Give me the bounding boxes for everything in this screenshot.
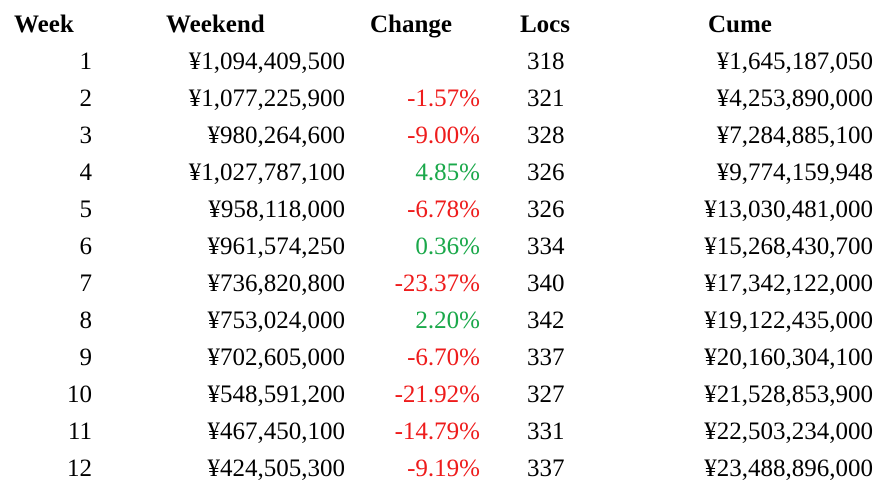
locations-cell: 331 [527,418,565,445]
change-percent-cell: -9.19% [407,455,480,482]
table-row: 4 ¥1,027,787,100 4.85% 326 ¥9,774,159,948 [0,154,895,191]
table-row: 7 ¥736,820,800 -23.37% 340 ¥17,342,122,000 [0,265,895,302]
cumulative-gross-cell: ¥17,342,122,000 [704,270,873,297]
change-percent-cell: 0.36% [415,233,480,260]
cumulative-gross-cell: ¥1,645,187,050 [716,48,873,75]
weekend-gross-cell: ¥753,024,000 [207,307,346,334]
week-cell: 5 [79,196,93,223]
weekend-gross-cell: ¥548,591,200 [207,381,346,408]
weekend-gross-cell: ¥702,605,000 [207,344,346,371]
change-percent-cell: -9.00% [407,122,480,149]
table-row: 2 ¥1,077,225,900 -1.57% 321 ¥4,253,890,000 [0,80,895,117]
cumulative-gross-cell: ¥4,253,890,000 [716,85,873,112]
weekend-gross-cell: ¥958,118,000 [208,196,345,223]
week-cell: 10 [67,381,92,408]
table-row: 10 ¥548,591,200 -21.92% 327 ¥21,528,853,900 [0,376,895,413]
week-cell: 11 [67,418,92,445]
weekend-gross-cell: ¥980,264,600 [207,122,346,149]
locations-cell: 321 [527,85,565,112]
table-header-row: Week Weekend Change Locs Cume [0,6,895,43]
change-percent-cell: -14.79% [394,418,480,445]
header-weekend: Weekend [166,11,265,38]
change-percent-cell: 2.20% [415,307,480,334]
weekend-gross-cell: ¥961,574,250 [207,233,346,260]
cumulative-gross-cell: ¥20,160,304,100 [704,344,873,371]
table-row: 9 ¥702,605,000 -6.70% 337 ¥20,160,304,100 [0,339,895,376]
table-row: 1 ¥1,094,409,500 318 ¥1,645,187,050 [0,43,895,80]
weekend-gross-cell: ¥1,094,409,500 [188,48,345,75]
change-percent-cell: -6.78% [407,196,480,223]
locations-cell: 337 [527,344,565,371]
locations-cell: 340 [527,270,565,297]
locations-cell: 328 [527,122,565,149]
cumulative-gross-cell: ¥22,503,234,000 [704,418,873,445]
week-cell: 2 [79,85,93,112]
header-week: Week [14,11,74,38]
locations-cell: 337 [527,455,565,482]
header-change: Change [370,11,452,38]
change-percent-cell: 4.85% [415,159,480,186]
week-cell: 12 [67,455,92,482]
week-cell: 8 [79,307,93,334]
locations-cell: 342 [527,307,565,334]
change-percent-cell [370,43,480,80]
table-row: 6 ¥961,574,250 0.36% 334 ¥15,268,430,700 [0,228,895,265]
weekend-gross-cell: ¥736,820,800 [207,270,346,297]
cumulative-gross-cell: ¥13,030,481,000 [704,196,873,223]
week-cell: 7 [79,270,93,297]
week-cell: 3 [79,122,93,149]
locations-cell: 326 [527,159,565,186]
table-row: 12 ¥424,505,300 -9.19% 337 ¥23,488,896,000 [0,450,895,487]
change-percent-cell: -21.92% [394,381,480,408]
locations-cell: 327 [527,381,565,408]
weekend-gross-cell: ¥1,077,225,900 [188,85,345,112]
weekend-gross-cell: ¥467,450,100 [207,418,346,445]
week-cell: 4 [79,159,93,186]
week-cell: 9 [79,344,93,371]
locations-cell: 318 [527,48,565,75]
table-row: 5 ¥958,118,000 -6.78% 326 ¥13,030,481,000 [0,191,895,228]
change-percent-cell: -1.57% [407,85,480,112]
weekend-gross-cell: ¥424,505,300 [207,455,346,482]
locations-cell: 334 [527,233,565,260]
table-row: 8 ¥753,024,000 2.20% 342 ¥19,122,435,000 [0,302,895,339]
change-percent-cell: -6.70% [407,344,480,371]
locations-cell: 326 [527,196,565,223]
header-cume: Cume [708,11,772,38]
weekend-gross-cell: ¥1,027,787,100 [188,159,345,186]
cumulative-gross-cell: ¥23,488,896,000 [704,455,873,482]
change-percent-cell: -23.37% [394,270,480,297]
table-row: 11 ¥467,450,100 -14.79% 331 ¥22,503,234,000 [0,413,895,450]
cumulative-gross-cell: ¥19,122,435,000 [704,307,873,334]
cumulative-gross-cell: ¥21,528,853,900 [704,381,873,408]
cumulative-gross-cell: ¥15,268,430,700 [704,233,873,260]
cumulative-gross-cell: ¥9,774,159,948 [716,159,873,186]
header-locs: Locs [520,11,570,38]
table-row: 3 ¥980,264,600 -9.00% 328 ¥7,284,885,100 [0,117,895,154]
cumulative-gross-cell: ¥7,284,885,100 [716,122,873,149]
week-cell: 6 [79,233,93,260]
week-cell: 1 [79,48,93,75]
